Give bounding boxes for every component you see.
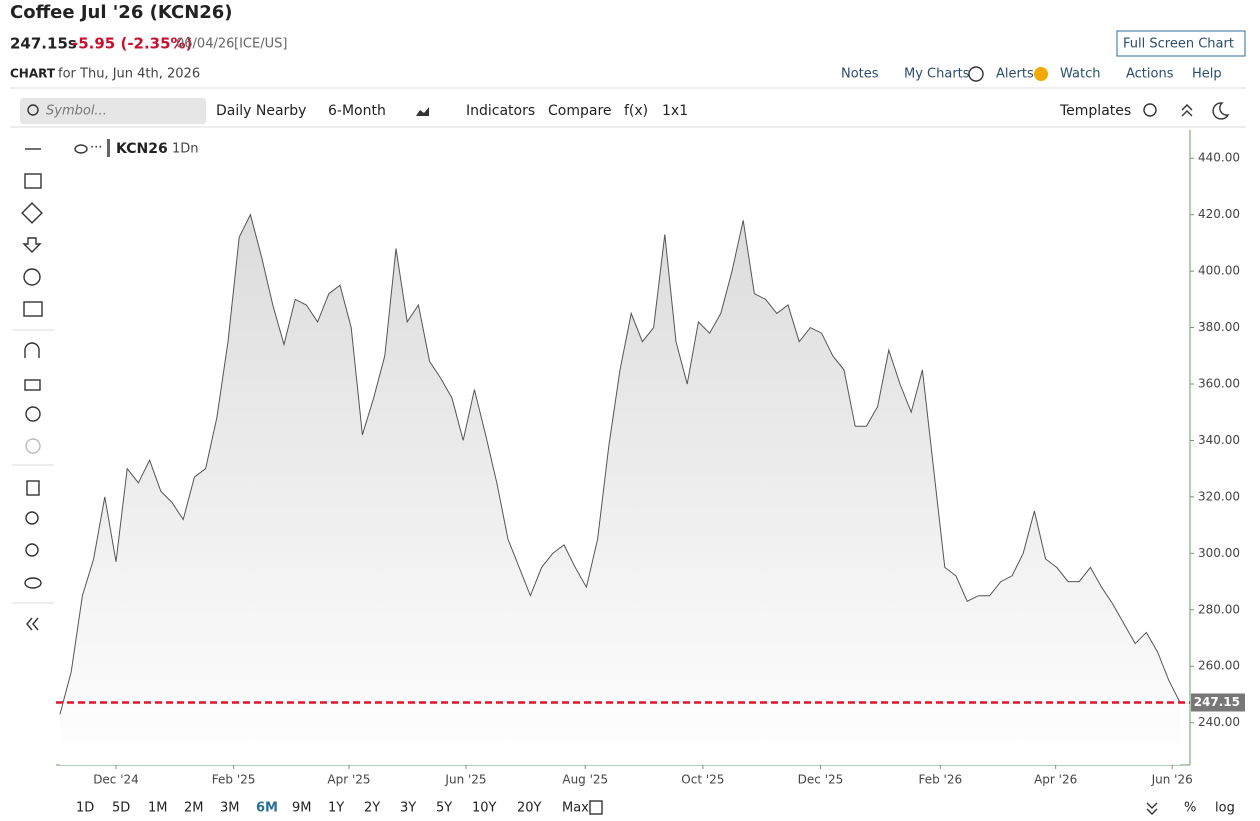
- symbol-placeholder[interactable]: Symbol...: [46, 104, 107, 119]
- side-toolbar: [12, 148, 54, 631]
- icon[interactable]: [26, 480, 40, 496]
- chart-date: for Thu, Jun 4th, 2026: [58, 67, 200, 82]
- icon[interactable]: [1146, 802, 1158, 815]
- x-tick-label: Feb '26: [918, 773, 962, 787]
- exchange: [ICE/US]: [234, 37, 287, 52]
- icon[interactable]: [589, 800, 603, 815]
- icon: [1034, 67, 1048, 81]
- x-tick-label: Oct '25: [681, 773, 724, 787]
- nav-item[interactable]: Alerts: [996, 67, 1034, 82]
- x-tick-label: Jun '25: [444, 773, 486, 787]
- fullscreen-button[interactable]: [1116, 30, 1246, 57]
- y-tick-label: 420.00: [1198, 207, 1240, 221]
- toolbar-item[interactable]: 1x1: [662, 103, 688, 119]
- icon[interactable]: [24, 342, 40, 358]
- option[interactable]: %: [1184, 801, 1196, 816]
- icon: [1212, 102, 1230, 120]
- y-tick-label: 380.00: [1198, 320, 1240, 334]
- last-price-label: 247.15: [1194, 695, 1240, 709]
- toolbar-item[interactable]: Compare: [548, 103, 612, 119]
- icon[interactable]: [25, 543, 39, 557]
- icon[interactable]: [23, 268, 41, 286]
- y-tick-label: 400.00: [1198, 264, 1240, 278]
- title: Coffee Jul '26 (KCN26): [10, 2, 233, 23]
- period-button[interactable]: 1M: [148, 801, 168, 816]
- icon[interactable]: [24, 379, 41, 391]
- y-tick-label: 340.00: [1198, 433, 1240, 447]
- period-button[interactable]: 1Y: [328, 801, 344, 816]
- y-tick-label: 360.00: [1198, 377, 1240, 391]
- x-tick-label: Apr '25: [327, 773, 370, 787]
- icon[interactable]: [22, 237, 42, 253]
- icon: [968, 66, 984, 82]
- icon[interactable]: [25, 511, 39, 525]
- period-button[interactable]: 5D: [112, 801, 130, 816]
- y-tick-label: 280.00: [1198, 602, 1240, 616]
- date: 06/04/26: [176, 37, 234, 52]
- legend-interval: 1Dn: [172, 142, 199, 157]
- nav-item[interactable]: Help: [1192, 67, 1222, 82]
- toolbar-item[interactable]: Daily Nearby: [216, 103, 306, 119]
- change: -5.95 (-2.35%): [72, 35, 192, 53]
- icon[interactable]: [25, 438, 41, 454]
- icon: [74, 144, 88, 154]
- period-button[interactable]: 2Y: [364, 801, 380, 816]
- price: 247.15s: [10, 35, 77, 53]
- period-button[interactable]: 2M: [184, 801, 204, 816]
- icon[interactable]: [26, 617, 39, 631]
- y-tick-label: 260.00: [1198, 659, 1240, 673]
- nav-item[interactable]: Notes: [841, 67, 879, 82]
- legend-swatch: [107, 139, 110, 157]
- legend-dots: ···: [90, 141, 102, 156]
- x-tick-label: Apr '26: [1034, 773, 1077, 787]
- period-button[interactable]: 1D: [76, 801, 94, 816]
- y-tick-label: 240.00: [1198, 715, 1240, 729]
- area-fill: [60, 214, 1180, 765]
- x-tick-label: Jun '26: [1151, 773, 1193, 787]
- templates[interactable]: Templates: [1059, 103, 1131, 119]
- icon: [1181, 104, 1193, 117]
- icon[interactable]: [24, 577, 42, 589]
- option[interactable]: log: [1215, 801, 1235, 816]
- period-button[interactable]: 3Y: [400, 801, 416, 816]
- period-bar: 1D 5D 1M 2M 3M 6M 9M 1Y 2Y 3Y 5Y 10Y 20Y Max: [76, 801, 589, 816]
- last-price-tag: [1191, 693, 1245, 712]
- toolbar-item[interactable]: f(x): [624, 103, 648, 119]
- icon[interactable]: [25, 406, 41, 422]
- fullscreen-label[interactable]: Full Screen Chart: [1123, 37, 1234, 52]
- x-tick-label: Feb '25: [212, 773, 256, 787]
- icon[interactable]: [24, 173, 42, 189]
- nav-item[interactable]: Actions: [1126, 67, 1174, 82]
- x-tick-label: Aug '25: [562, 773, 608, 787]
- y-tick-label: 300.00: [1198, 546, 1240, 560]
- period-button[interactable]: 3M: [220, 801, 240, 816]
- icon: [1143, 103, 1157, 117]
- legend-symbol: KCN26: [116, 141, 168, 157]
- x-tick-label: Dec '25: [798, 773, 844, 787]
- x-tick-label: Dec '24: [93, 773, 139, 787]
- price-line: [59, 213, 1181, 715]
- nav-item[interactable]: Watch: [1060, 67, 1100, 82]
- toolbar-item[interactable]: Indicators: [466, 103, 535, 119]
- period-button[interactable]: Max: [562, 801, 589, 816]
- nav-item[interactable]: My Charts: [904, 67, 970, 82]
- period-button[interactable]: 6M: [256, 801, 278, 816]
- period-button[interactable]: 20Y: [517, 801, 542, 816]
- y-tick-label: 320.00: [1198, 489, 1240, 503]
- period-button[interactable]: 10Y: [472, 801, 497, 816]
- period-button[interactable]: 5Y: [436, 801, 452, 816]
- period-button[interactable]: 9M: [292, 801, 312, 816]
- symbol-input[interactable]: [20, 98, 206, 124]
- icon: [27, 104, 39, 116]
- icon[interactable]: [23, 301, 43, 317]
- toolbar-item[interactable]: 6-Month: [328, 103, 386, 119]
- icon[interactable]: [21, 202, 43, 224]
- y-tick-label: 440.00: [1198, 151, 1240, 165]
- chart-label: CHART: [10, 67, 56, 81]
- icon: [416, 107, 429, 116]
